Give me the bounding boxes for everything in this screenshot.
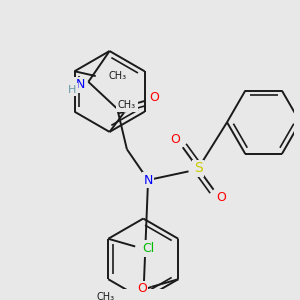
Text: O: O xyxy=(137,282,147,295)
Text: CH₃: CH₃ xyxy=(108,71,126,81)
Text: O: O xyxy=(216,191,226,204)
Text: CH₃: CH₃ xyxy=(97,292,115,300)
Text: S: S xyxy=(194,161,203,176)
Text: Cl: Cl xyxy=(142,242,155,255)
Text: CH₃: CH₃ xyxy=(118,100,136,110)
Text: O: O xyxy=(149,91,159,104)
Text: H: H xyxy=(68,85,76,94)
Text: N: N xyxy=(143,173,153,187)
Text: N: N xyxy=(76,78,86,91)
Text: O: O xyxy=(170,133,180,146)
